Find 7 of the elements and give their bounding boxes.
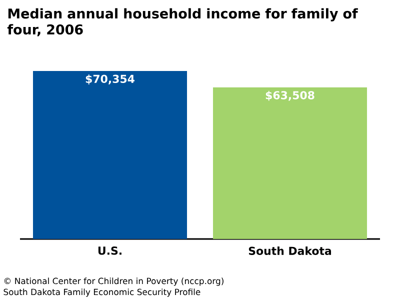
chart-title: Median annual household income for family of four, 2006 [7, 8, 358, 36]
text: © National Center for Children in Poverty (nccp.org) [4, 278, 224, 286]
x-tick-label: U.S. [98, 246, 122, 255]
x-tick-label: South Dakota [248, 246, 332, 255]
data-label: $70,354 [86, 74, 134, 84]
data-label: $63,508 [266, 90, 314, 101]
text: South Dakota Family Economic Security Profile [4, 288, 200, 297]
